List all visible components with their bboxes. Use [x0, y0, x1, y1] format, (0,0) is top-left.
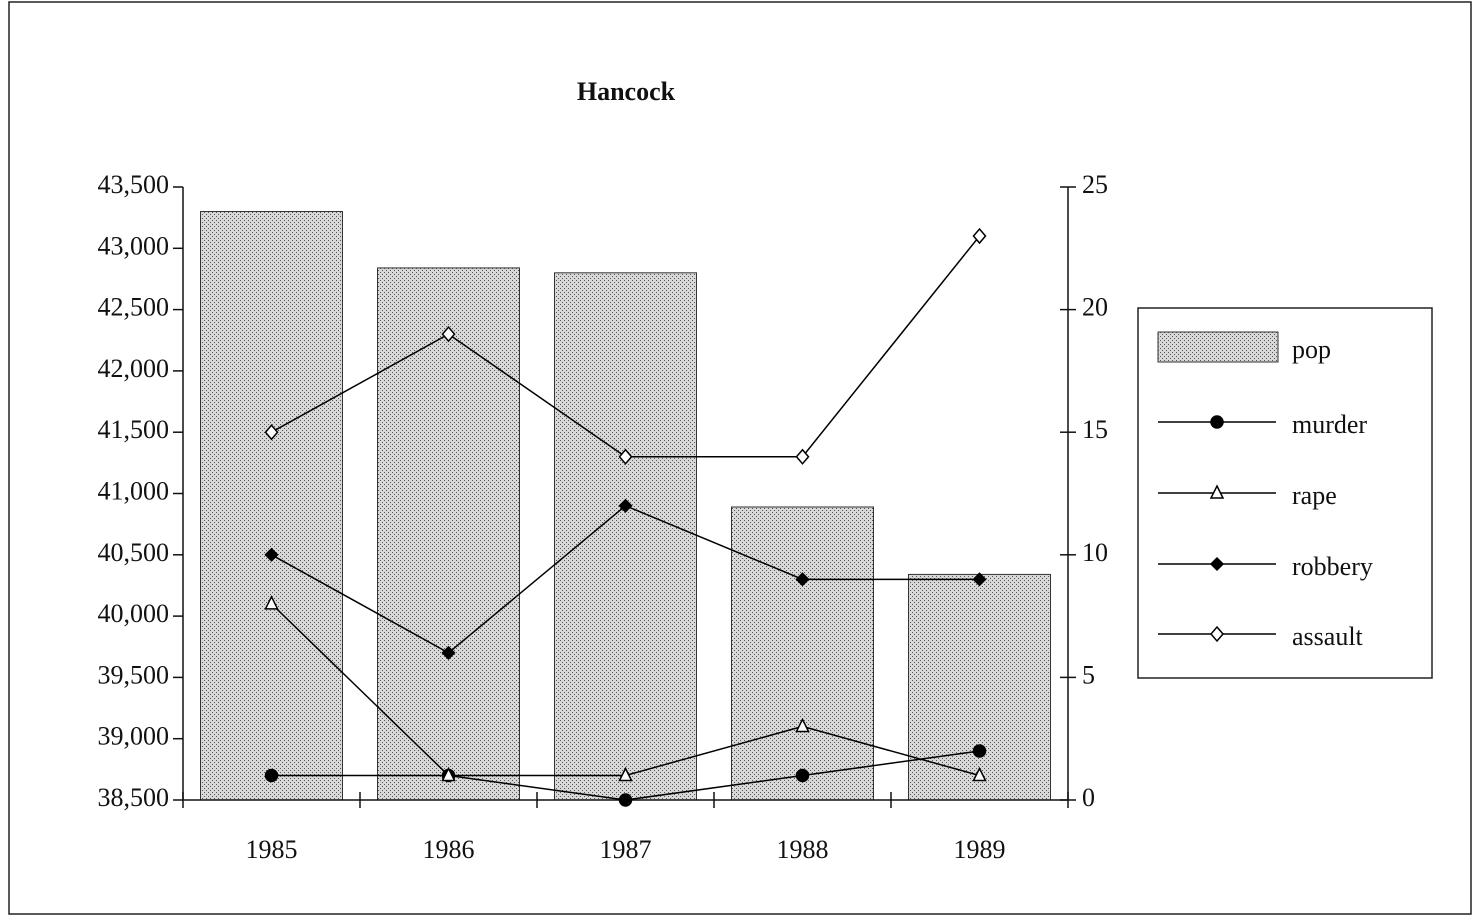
x-tick-label: 1986: [423, 835, 475, 864]
y-tick-label: 41,500: [98, 415, 170, 444]
marker: [1210, 625, 1224, 643]
y-tick-label: 38,500: [98, 783, 170, 812]
marker: [618, 766, 633, 782]
marker: [972, 227, 987, 245]
y-tick-label: 43,000: [98, 231, 170, 260]
marker: [1210, 415, 1224, 429]
marker: [441, 645, 456, 660]
marker: [618, 448, 633, 465]
marker: [441, 766, 456, 782]
marker: [795, 572, 810, 587]
legend-swatch: [1157, 331, 1279, 363]
bar: [200, 211, 343, 801]
x-tick-label: 1987: [600, 835, 652, 864]
x-tick-label: 1989: [954, 835, 1006, 864]
y-tick-label: 42,000: [98, 354, 170, 383]
legend-label: rape: [1292, 481, 1337, 510]
y-tick-label: 43,500: [98, 170, 170, 199]
bar: [908, 573, 1051, 801]
marker: [795, 717, 810, 733]
legend-label: assault: [1292, 622, 1364, 651]
y-tick-label: 40,500: [98, 538, 170, 567]
marker: [264, 768, 279, 783]
x-tick-label: 1988: [777, 835, 829, 864]
marker: [264, 595, 279, 610]
marker: [1209, 484, 1225, 499]
marker: [972, 766, 987, 782]
y-tick-label: 41,000: [98, 476, 170, 505]
y2-tick-label: 0: [1082, 783, 1095, 812]
legend-label: murder: [1292, 410, 1367, 439]
y-tick-label: 40,000: [98, 599, 170, 628]
y2-tick-label: 20: [1082, 293, 1108, 322]
y2-tick-label: 10: [1082, 538, 1108, 567]
y2-tick-label: 15: [1082, 415, 1108, 444]
marker: [972, 744, 987, 758]
marker: [795, 768, 810, 783]
marker: [972, 572, 987, 587]
bar: [377, 267, 520, 801]
y2-tick-label: 25: [1082, 170, 1108, 199]
y-tick-label: 39,000: [98, 722, 170, 751]
marker: [264, 424, 279, 441]
chart-title: Hancock: [577, 77, 676, 106]
marker: [795, 448, 810, 465]
y-tick-label: 39,500: [98, 660, 170, 689]
bar: [731, 506, 874, 801]
legend-label: pop: [1292, 335, 1331, 364]
marker: [264, 547, 279, 562]
y-tick-label: 42,500: [98, 293, 170, 322]
marker: [618, 498, 633, 513]
legend-label: robbery: [1292, 552, 1373, 581]
bar: [554, 272, 697, 801]
y2-tick-label: 5: [1082, 660, 1095, 689]
marker: [1209, 556, 1225, 572]
marker: [441, 325, 456, 343]
marker: [618, 793, 633, 807]
x-tick-label: 1985: [246, 835, 298, 864]
